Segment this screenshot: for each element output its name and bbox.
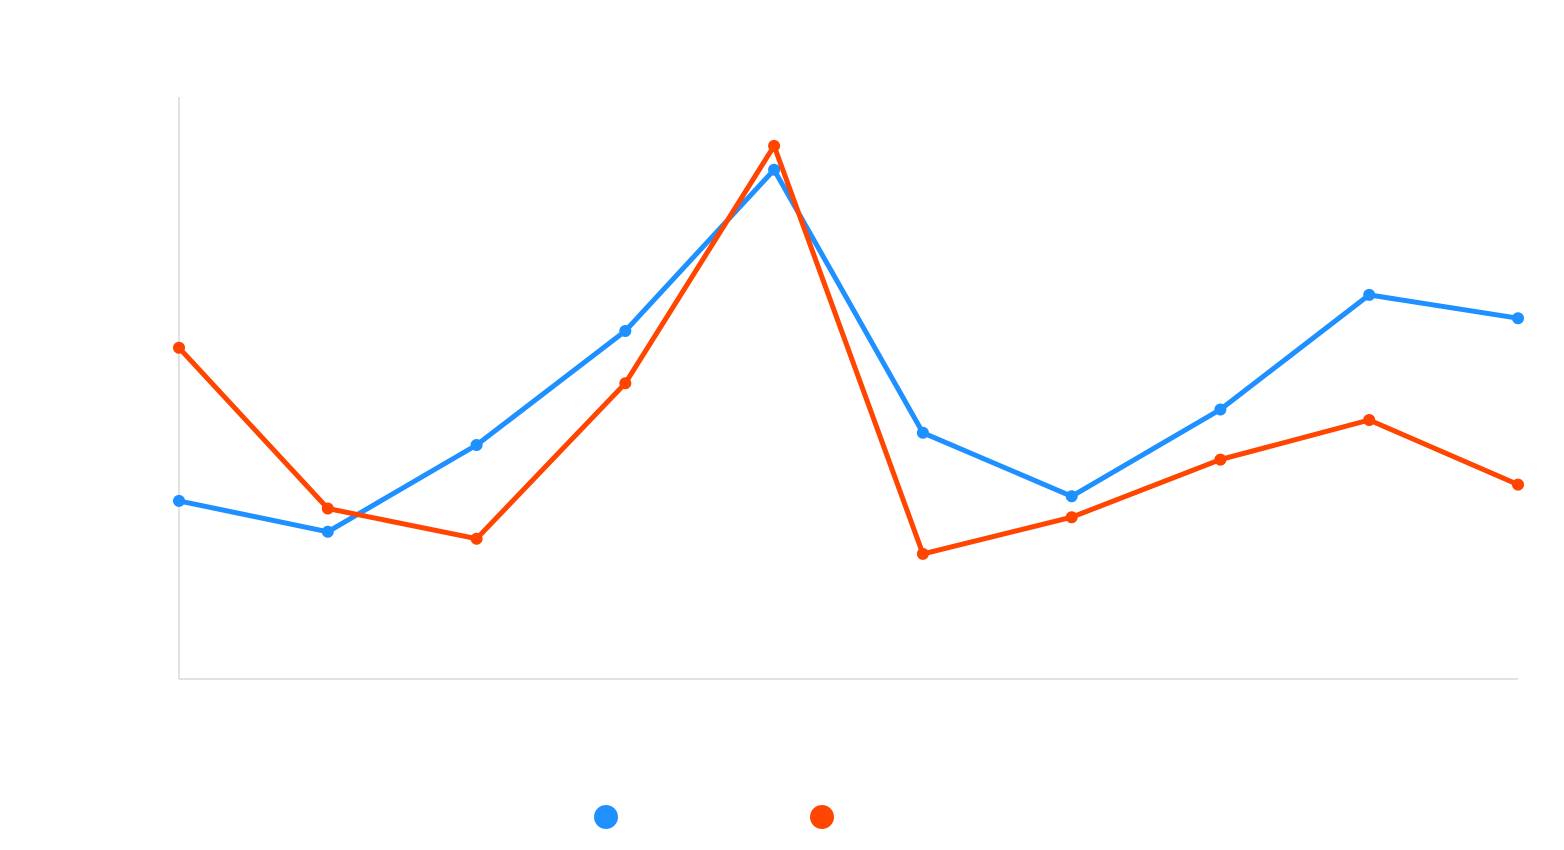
series-layer xyxy=(173,139,1524,560)
series-1-point-5[interactable] xyxy=(768,163,781,176)
series-1-point-2[interactable] xyxy=(321,525,334,538)
series-1-point-4[interactable] xyxy=(619,325,632,337)
series-1-point-10[interactable] xyxy=(1512,312,1524,325)
series-1-point-3[interactable] xyxy=(470,439,483,451)
series-1-point-7[interactable] xyxy=(1065,490,1078,503)
legend xyxy=(0,800,1564,834)
legend-item-2[interactable] xyxy=(810,800,834,834)
series-1-point-9[interactable] xyxy=(1363,288,1376,301)
series-1-point-1[interactable] xyxy=(173,494,185,507)
series-2-point-10[interactable] xyxy=(1512,478,1524,491)
series-2-point-3[interactable] xyxy=(470,532,483,545)
series-2-point-4[interactable] xyxy=(619,377,632,390)
series-1 xyxy=(173,163,1524,538)
series-2 xyxy=(173,139,1524,560)
series-1-point-6[interactable] xyxy=(916,426,929,439)
series-2-point-8[interactable] xyxy=(1214,453,1227,466)
series-2-point-5[interactable] xyxy=(768,139,781,152)
series-2-point-6[interactable] xyxy=(916,547,929,560)
series-1-line xyxy=(176,167,1521,535)
series-2-point-1[interactable] xyxy=(173,341,185,354)
series-2-point-9[interactable] xyxy=(1363,414,1376,426)
legend-marker-icon xyxy=(810,805,834,829)
legend-item-1[interactable] xyxy=(594,800,618,834)
series-2-point-7[interactable] xyxy=(1065,511,1078,524)
series-1-point-8[interactable] xyxy=(1214,403,1227,416)
series-2-point-2[interactable] xyxy=(321,502,334,515)
legend-marker-icon xyxy=(594,805,618,829)
series-2-line xyxy=(176,143,1521,557)
